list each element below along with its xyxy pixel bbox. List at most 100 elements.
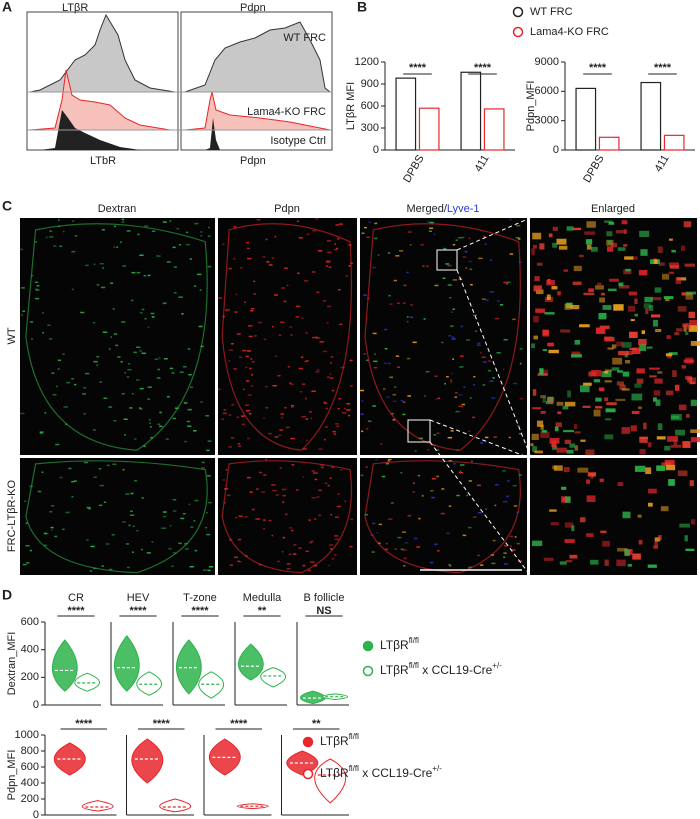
speckle (670, 415, 680, 419)
speckle (364, 226, 367, 229)
y-tick-label: 1200 (355, 56, 379, 68)
violin (299, 690, 326, 705)
speckle (584, 231, 596, 235)
legend-label-part: LTβR (320, 734, 349, 748)
speckle (661, 462, 672, 466)
speckle (335, 423, 340, 425)
speckle (530, 443, 534, 447)
speckle (57, 368, 60, 370)
speckle (248, 325, 253, 327)
speckle (130, 510, 133, 513)
speckle (613, 304, 624, 311)
speckle (458, 471, 464, 474)
speckle (86, 506, 91, 509)
speckle (328, 266, 332, 268)
bar (460, 71, 482, 151)
image (20, 458, 215, 575)
speckle (189, 565, 194, 568)
speckle (334, 535, 339, 537)
speckle (305, 439, 308, 442)
speckle (271, 484, 276, 486)
legend-label: LTβRfl/fl x CCL19-Cre+/- (380, 661, 502, 677)
speckle (493, 436, 497, 438)
speckle (670, 444, 682, 448)
legend-label-part: fl/fl (349, 732, 359, 741)
zoom-line (456, 217, 531, 251)
speckle (612, 357, 623, 365)
speckle (326, 260, 331, 262)
speckle (189, 258, 192, 260)
speckle (638, 539, 643, 545)
speckle (90, 545, 95, 548)
speckle (599, 297, 605, 303)
speckle (225, 309, 228, 312)
histogram-panel: LTβR Pdpn WT FRC Lama4-KO FRC Isotype Ct… (26, 2, 333, 167)
speckle (245, 404, 250, 406)
speckle (402, 413, 406, 416)
speckle (663, 296, 674, 300)
image (360, 218, 527, 455)
speckle (630, 425, 637, 432)
speckle (315, 371, 320, 373)
speckle (72, 220, 75, 222)
speckle (373, 332, 377, 335)
speckle (549, 509, 557, 512)
speckle (604, 220, 613, 223)
speckle (131, 271, 136, 274)
speckle (580, 439, 586, 442)
speckle (503, 500, 508, 503)
speckle (218, 297, 222, 299)
speckle (221, 418, 225, 420)
speckle (617, 482, 624, 487)
x-tick-label: 411 (652, 153, 671, 174)
speckle (172, 552, 177, 554)
speckle (238, 445, 241, 447)
speckle (306, 233, 310, 236)
speckle (402, 401, 406, 403)
speckle (588, 288, 594, 293)
speckle (132, 525, 135, 528)
speckle (436, 475, 440, 478)
speckle (166, 395, 170, 398)
speckle (334, 248, 338, 251)
legend-marker (512, 6, 524, 18)
speckle (340, 469, 342, 471)
speckle (485, 508, 488, 510)
speckle (450, 430, 454, 432)
speckle (417, 474, 420, 477)
speckle (146, 552, 151, 554)
speckle (228, 360, 231, 362)
speckle (157, 423, 161, 426)
speckle (573, 423, 577, 430)
speckle (158, 357, 161, 359)
speckle (677, 306, 687, 312)
speckle (452, 279, 457, 281)
histogram (40, 110, 140, 150)
speckle (284, 267, 288, 269)
speckle (37, 490, 42, 493)
speckle (318, 514, 321, 517)
speckle (25, 522, 28, 524)
speckle (156, 255, 161, 257)
speckle (403, 284, 407, 287)
speckle (66, 381, 71, 384)
speckle (310, 561, 315, 563)
speckle (598, 387, 605, 392)
legend-label-part: fl/fl (409, 661, 419, 670)
speckle (200, 234, 203, 237)
speckle (291, 464, 295, 466)
speckle (245, 366, 248, 369)
speckle (517, 238, 521, 240)
speckle (665, 297, 670, 302)
speckle (115, 344, 119, 347)
speckle (467, 526, 472, 529)
speckle (634, 298, 638, 305)
speckle (436, 432, 440, 435)
violin (159, 798, 192, 813)
speckle (172, 417, 177, 420)
chart: 0 3000 6000 9000 Pdpn_MFI DPBS **** 411 **** (525, 56, 695, 185)
speckle (551, 286, 558, 290)
speckle (106, 464, 110, 467)
speckle (562, 406, 569, 410)
speckle (634, 313, 639, 317)
